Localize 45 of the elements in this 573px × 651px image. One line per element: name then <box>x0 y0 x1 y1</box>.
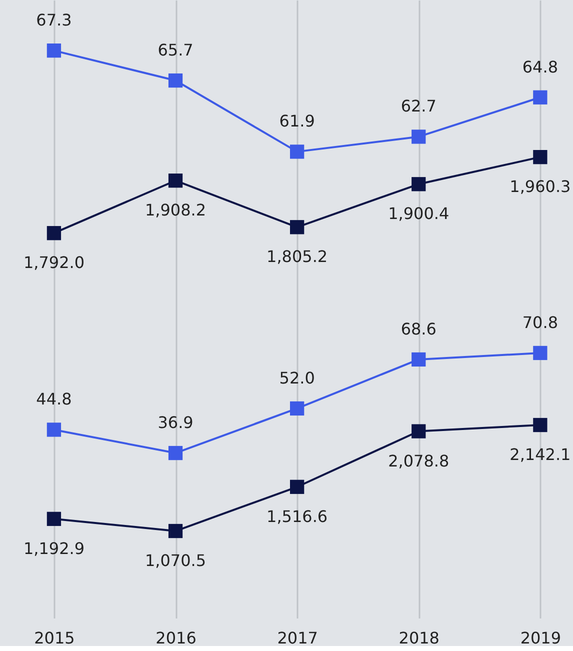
point <box>46 226 62 240</box>
data-label: 61.9 <box>279 112 315 131</box>
point <box>290 401 304 416</box>
point <box>290 480 304 494</box>
data-label: 1,070.5 <box>144 551 206 570</box>
point <box>533 418 548 432</box>
data-label: 1,900.4 <box>388 204 450 224</box>
data-label: 1,805.2 <box>266 247 328 266</box>
point <box>168 446 183 460</box>
x-tick-label: 2015 <box>34 628 75 648</box>
point <box>412 352 426 367</box>
point <box>46 512 62 526</box>
data-label: 64.8 <box>522 57 558 76</box>
point <box>412 424 426 438</box>
data-label: 2,142.1 <box>510 445 571 464</box>
data-label: 70.8 <box>522 312 558 332</box>
data-label: 1,960.3 <box>510 177 571 196</box>
point <box>168 524 183 538</box>
data-label: 1,792.0 <box>23 253 85 272</box>
point <box>533 90 548 104</box>
point <box>412 130 426 144</box>
point <box>168 73 183 88</box>
data-label: 52.0 <box>279 368 315 388</box>
data-label: 62.7 <box>400 96 436 116</box>
data-label: 68.6 <box>400 319 436 338</box>
point <box>533 150 548 164</box>
x-tick-label: 2016 <box>156 628 196 648</box>
point <box>46 43 62 58</box>
point <box>168 174 183 188</box>
data-label: 67.3 <box>36 10 72 30</box>
point <box>412 177 426 192</box>
x-tick-label: 2017 <box>277 628 318 648</box>
data-label: 65.7 <box>158 40 194 60</box>
data-label: 2,078.8 <box>388 451 450 470</box>
x-tick-label: 2019 <box>520 628 562 648</box>
point <box>290 220 304 234</box>
point <box>46 422 62 437</box>
x-tick-label: 2018 <box>398 628 440 648</box>
data-label: 44.8 <box>36 390 72 409</box>
point <box>533 346 548 360</box>
data-label: 1,908.2 <box>144 200 206 220</box>
data-label: 1,516.6 <box>266 506 328 526</box>
data-label: 1,192.9 <box>23 538 85 558</box>
data-label: 36.9 <box>158 413 194 432</box>
point <box>290 144 304 159</box>
